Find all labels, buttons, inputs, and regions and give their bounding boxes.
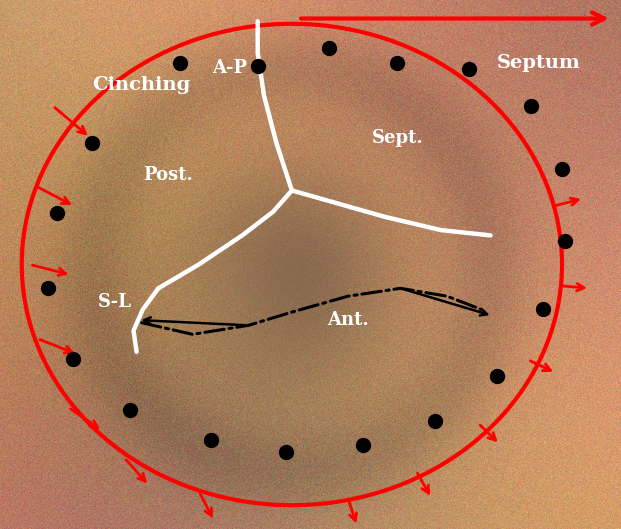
- Text: Septum: Septum: [497, 54, 581, 72]
- Text: S-L: S-L: [98, 293, 132, 311]
- Text: Sept.: Sept.: [371, 129, 424, 147]
- Text: A-P: A-P: [212, 59, 247, 77]
- Text: Post.: Post.: [143, 166, 193, 184]
- Text: Ant.: Ant.: [327, 311, 369, 329]
- Text: Cinching: Cinching: [92, 76, 190, 94]
